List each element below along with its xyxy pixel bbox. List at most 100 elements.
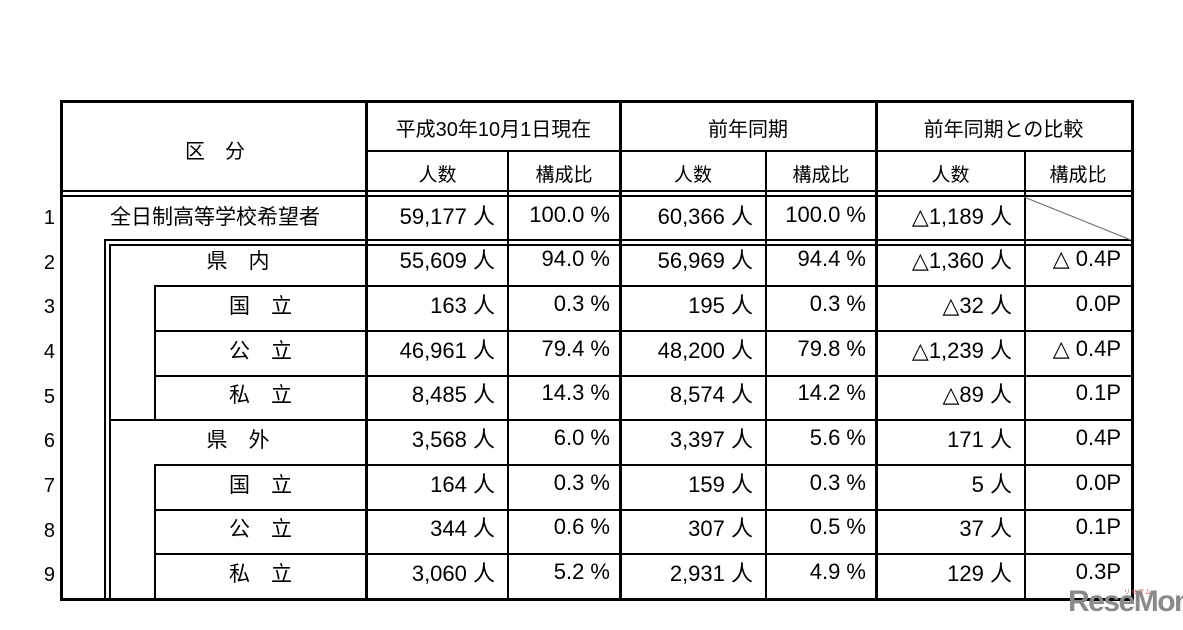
cell-count: 3,060 人	[411, 561, 495, 587]
cell-count: 60,366 人	[657, 203, 753, 229]
subheader-count: 人数	[418, 165, 457, 186]
cell-count: 3,568 人	[411, 427, 495, 453]
row-divider-line	[109, 419, 1131, 421]
cell-ratio: 0.4P	[1075, 425, 1121, 451]
cell-ratio: 5.6 %	[809, 425, 866, 451]
row-divider-line	[154, 509, 1131, 511]
cell-ratio: 0.1P	[1075, 514, 1121, 540]
cell-ratio: 0.3P	[1075, 559, 1121, 585]
row-label: 公 立	[229, 518, 292, 542]
subheader-ratio: 構成比	[792, 165, 850, 186]
cell-ratio: 79.4 %	[541, 335, 611, 361]
cell-ratio: 0.0P	[1075, 469, 1121, 495]
subheader-ratio: 構成比	[535, 165, 593, 186]
cell-ratio: 0.1P	[1075, 380, 1121, 406]
cell-ratio: 0.6 %	[553, 514, 610, 540]
column-divider-line	[507, 151, 509, 598]
header-group-current: 平成30年10月1日現在	[395, 118, 592, 141]
cell-count: 164 人	[430, 471, 495, 497]
total-row-double-line	[109, 244, 1131, 246]
cell-count: 56,969 人	[657, 248, 753, 274]
cell-ratio: 0.3 %	[809, 469, 866, 495]
row-label: 県 外	[206, 429, 270, 453]
resemom-logo-ruby: リセマム	[1124, 590, 1153, 596]
cell-ratio: 14.3 %	[541, 380, 611, 406]
applicants-statistics-table: 区 分 平成30年10月1日現在 前年同期 前年同期との比較 人数 構成比 人数…	[44, 100, 1134, 601]
column-divider-line	[765, 151, 767, 598]
cell-ratio: 14.2 %	[797, 380, 867, 406]
diagonal-slash	[1024, 197, 1131, 240]
hierarchy-line	[154, 285, 156, 419]
row-number: 7	[43, 475, 55, 497]
cell-count: 3,397 人	[669, 427, 753, 453]
row-divider-line	[154, 330, 1131, 332]
row-divider-line	[154, 553, 1131, 555]
row-number: 5	[43, 386, 55, 408]
row-divider-line	[154, 285, 1131, 287]
cell-count: 8,574 人	[669, 382, 753, 408]
cell-ratio: 0.3 %	[553, 291, 610, 317]
cell-count: 195 人	[688, 293, 753, 319]
cell-ratio: 4.9 %	[809, 559, 866, 585]
cell-ratio: 79.8 %	[797, 335, 867, 361]
cell-count: △1,189 人	[911, 203, 1012, 229]
group-separator-line	[875, 103, 878, 598]
cell-ratio: △ 0.4P	[1052, 335, 1121, 361]
subheader-count: 人数	[931, 165, 970, 186]
header-group-comparison: 前年同期との比較	[923, 118, 1084, 141]
table-grid: 区 分 平成30年10月1日現在 前年同期 前年同期との比較 人数 構成比 人数…	[63, 103, 1131, 598]
cell-count: 171 人	[947, 427, 1012, 453]
cell-count: 46,961 人	[399, 337, 495, 363]
cell-ratio: 0.5 %	[809, 514, 866, 540]
row-label: 私 立	[229, 563, 292, 587]
header-divider-line	[367, 150, 1131, 152]
cell-count: 163 人	[430, 293, 495, 319]
subheader-count: 人数	[673, 165, 712, 186]
total-row-double-line	[104, 239, 1131, 241]
cell-ratio: 0.3 %	[553, 469, 610, 495]
cell-count: 55,609 人	[399, 248, 495, 274]
row-divider-line	[154, 464, 1131, 466]
row-number: 4	[43, 341, 55, 363]
cell-count: 5 人	[971, 471, 1012, 497]
resemom-logo: ReseMom. リセマム	[1068, 585, 1183, 619]
row-number: 8	[43, 520, 55, 542]
cell-ratio: 94.4 %	[797, 246, 867, 272]
header-double-line	[63, 190, 1131, 192]
cell-count: 129 人	[947, 561, 1012, 587]
cell-count: 37 人	[959, 516, 1012, 542]
cell-count: △1,360 人	[911, 248, 1012, 274]
header-double-line	[63, 195, 1131, 197]
header-category: 区 分	[185, 141, 245, 163]
row-divider-line	[154, 375, 1131, 377]
cell-count: 48,200 人	[657, 337, 753, 363]
group-separator-line	[619, 103, 622, 598]
cell-count: △89 人	[942, 382, 1012, 408]
row-number: 3	[43, 296, 55, 318]
row-label: 県 内	[206, 250, 270, 274]
row-number: 9	[43, 564, 55, 586]
row-label: 国 立	[229, 473, 292, 497]
cell-ratio: 100.0 %	[785, 201, 866, 227]
subheader-ratio: 構成比	[1049, 165, 1107, 186]
hierarchy-line	[104, 239, 106, 598]
resemom-logo-text: ReseMom.	[1068, 585, 1183, 618]
row-label: 全日制高等学校希望者	[110, 205, 320, 229]
cell-count: 307 人	[688, 516, 753, 542]
cell-ratio: 100.0 %	[529, 201, 610, 227]
cell-count: 2,931 人	[669, 561, 753, 587]
cell-count: 159 人	[688, 471, 753, 497]
cell-count: △1,239 人	[911, 337, 1012, 363]
hierarchy-line	[154, 464, 156, 598]
group-separator-line	[365, 103, 368, 598]
hierarchy-line	[109, 244, 111, 598]
row-label: 公 立	[229, 339, 292, 363]
cell-count: 8,485 人	[411, 382, 495, 408]
row-label: 国 立	[229, 295, 292, 319]
cell-ratio: 5.2 %	[553, 559, 610, 585]
header-group-previous: 前年同期	[708, 118, 788, 141]
row-number: 1	[43, 207, 55, 229]
cell-ratio: 94.0 %	[541, 246, 611, 272]
cell-count: 59,177 人	[399, 203, 495, 229]
